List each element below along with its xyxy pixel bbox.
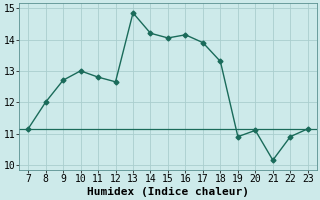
X-axis label: Humidex (Indice chaleur): Humidex (Indice chaleur) (87, 186, 249, 197)
